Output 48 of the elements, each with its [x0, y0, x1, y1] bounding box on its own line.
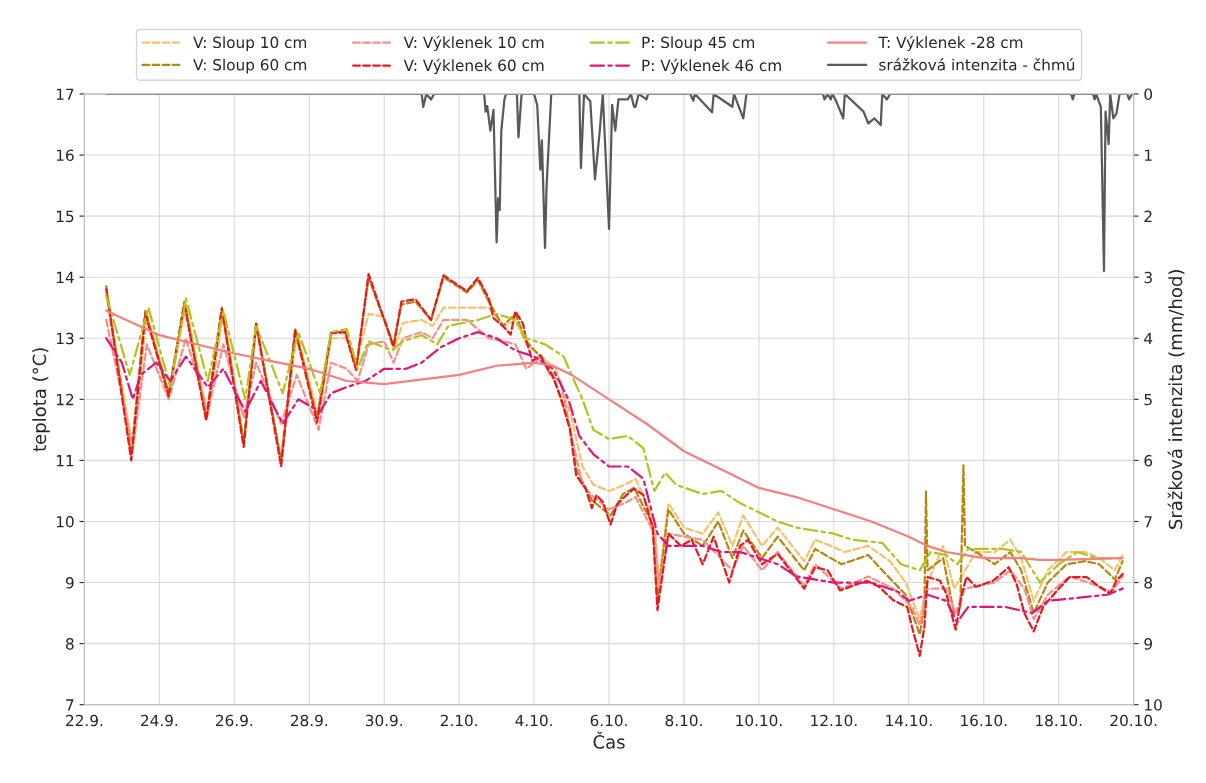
y2-tick-label: 1 [1145, 149, 1152, 161]
y-tick-label: 7 [66, 699, 74, 711]
y2-tick-label: 6 [1144, 454, 1153, 467]
y2-tick-label: 9 [1144, 638, 1153, 650]
x-tick-label: 2.10. [440, 714, 477, 727]
y-tick-label: 10 [56, 515, 74, 528]
y-tick-label: 15 [56, 210, 74, 223]
x-tick-label: 18.10. [1036, 714, 1082, 727]
x-tick-label: 10.10. [736, 714, 782, 727]
x-tick-label: 22.9. [66, 714, 103, 727]
x-tick-label: 26.9. [215, 714, 253, 727]
legend-label: P: Výklenek 46 cm [642, 58, 781, 75]
y2-tick-label: 3 [1144, 271, 1152, 284]
y2-axis-title: Srážková intenzita (mm/hod) [1167, 270, 1185, 529]
y-axis-title: teplota (°C) [32, 348, 50, 452]
legend-label: P: Sloup 45 cm [642, 36, 755, 52]
y2-tick-label: 5 [1144, 394, 1152, 406]
y2-tick-label: 4 [1144, 332, 1153, 345]
legend-label: V: Sloup 10 cm [193, 36, 307, 52]
x-tick-label: 8.10. [665, 714, 702, 727]
y2-tick-label: 0 [1144, 88, 1153, 100]
x-tick-label: 20.10. [1110, 714, 1157, 727]
x-tick-label: 28.9. [290, 714, 328, 727]
y-tick-label: 16 [56, 149, 74, 162]
y-tick-label: 14 [56, 271, 74, 283]
y-tick-label: 11 [56, 455, 74, 467]
legend-label: srážková intenzita - čhmú [879, 58, 1075, 71]
y-tick-label: 13 [56, 332, 74, 345]
y-tick-label: 9 [65, 577, 74, 589]
y-tick-label: 12 [56, 393, 74, 406]
y2-tick-label: 7 [1144, 516, 1152, 528]
x-tick-label: 30.9. [365, 714, 402, 727]
x-tick-label: 24.9. [141, 714, 178, 727]
legend-label: T: Výklenek -28 cm [878, 35, 1023, 52]
y-tick-label: 17 [56, 88, 74, 100]
legend-label: V: Výklenek 10 cm [403, 35, 544, 52]
legend-label: V: Výklenek 60 cm [403, 58, 544, 75]
y2-tick-label: 2 [1144, 210, 1152, 222]
y-tick-label: 8 [66, 638, 74, 650]
y2-tick-label: 8 [1144, 577, 1153, 589]
x-axis-title: Čas [593, 731, 625, 749]
x-tick-label: 14.10. [886, 714, 932, 727]
x-tick-label: 4.10. [515, 714, 552, 727]
y2-tick-label: 10 [1145, 699, 1162, 711]
x-tick-label: 16.10. [961, 714, 1007, 727]
legend-label: V: Sloup 60 cm [193, 58, 307, 74]
x-tick-label: 12.10. [811, 714, 857, 727]
x-tick-label: 6.10. [590, 714, 627, 727]
